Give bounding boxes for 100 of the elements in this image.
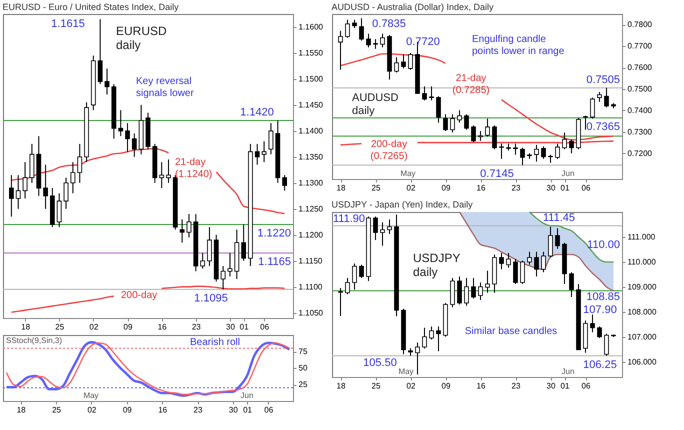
candlestick — [471, 278, 476, 299]
y-tick-label: 1.1550 — [298, 48, 324, 58]
candlestick — [345, 19, 350, 38]
chart-title: USDJPY - Japan (Yen) Index, Daily — [332, 199, 474, 210]
annotation: 105.50 — [363, 357, 397, 369]
candlestick — [159, 162, 164, 189]
candlestick — [118, 110, 124, 137]
candlestick — [132, 133, 137, 158]
candlestick — [597, 92, 602, 102]
annotation: 21-day (0.7285) — [452, 73, 490, 96]
annotation: 0.7835 — [372, 18, 406, 30]
x-tick-label: 06 — [260, 322, 270, 332]
candlestick — [380, 222, 385, 246]
candlestick — [569, 272, 574, 298]
annotation: Jun — [562, 169, 574, 178]
x-tick-label: 01 — [243, 406, 253, 414]
candlestick — [228, 252, 232, 277]
annotation: 110.00 — [587, 239, 620, 251]
candlestick — [56, 192, 62, 228]
x-tick-label: 16 — [476, 184, 486, 192]
annotation: 111.90 — [333, 213, 366, 225]
candlestick — [520, 147, 525, 166]
candlestick — [534, 251, 539, 277]
candlestick — [380, 33, 385, 48]
candlestick — [604, 333, 609, 356]
chart-title: AUDUSD - Australia (Dollar) Index, Daily — [332, 2, 494, 12]
y-tick-label: 1.1300 — [298, 178, 324, 188]
candlestick — [520, 260, 525, 284]
ref-line-label: 1.1220 — [257, 227, 291, 240]
y-tick-label: 50 — [298, 364, 308, 372]
x-tick-label: 18 — [336, 184, 346, 192]
candlestick — [98, 18, 103, 85]
candlestick — [180, 218, 185, 244]
candlestick — [485, 270, 490, 294]
x-tick-label: 02 — [87, 406, 97, 414]
x-tick-label: 09 — [442, 184, 451, 192]
candlestick — [359, 18, 364, 42]
candlestick — [387, 219, 392, 234]
x-tick-label: 23 — [192, 322, 202, 332]
candlestick — [597, 326, 602, 338]
candlestick — [604, 87, 609, 108]
annotation: 107.90 — [583, 304, 617, 316]
y-tick-label: 0.7800 — [628, 20, 653, 30]
annotation: Engulfing candle points lower in range — [472, 34, 565, 57]
candlestick — [125, 122, 130, 152]
candlestick — [30, 143, 34, 184]
annotation: 0.7720 — [406, 36, 440, 48]
y-tick-label: 0.7300 — [628, 127, 653, 136]
y-tick-label: 1.1500 — [298, 74, 324, 84]
x-tick-label: 01 — [560, 382, 570, 390]
y-tick-label: 109.000 — [628, 282, 657, 292]
candlestick — [436, 96, 441, 124]
candlestick — [373, 216, 378, 240]
candlestick — [373, 38, 378, 50]
y-tick-label: 0.7400 — [628, 106, 653, 115]
candlestick — [359, 264, 364, 278]
chart-title: EURUSD - Euro / United States Index, Daily — [2, 2, 180, 12]
annotation: 21-day (1.1240) — [175, 157, 212, 180]
x-tick-label: 16 — [476, 382, 486, 390]
candlestick — [16, 174, 21, 210]
y-tick-label: 0.7200 — [628, 148, 653, 158]
ref-line-label: 1.1420 — [240, 106, 274, 119]
ref-line-label: 0.7505 — [586, 74, 620, 86]
candlestick — [422, 86, 427, 101]
ref-line-label: 1.1095 — [194, 292, 228, 304]
candlestick — [77, 143, 82, 184]
candlestick — [166, 159, 171, 184]
y-tick-label: 1.1350 — [298, 152, 324, 162]
x-tick-label: 09 — [442, 382, 451, 390]
annotation: EURUSD daily — [116, 24, 168, 52]
candlestick — [282, 174, 287, 192]
candlestick — [450, 278, 455, 308]
candlestick — [43, 164, 48, 210]
candlestick — [415, 342, 420, 375]
x-tick-label: 09 — [124, 322, 134, 332]
candlestick — [186, 214, 192, 238]
candlestick — [241, 224, 246, 262]
candlestick — [513, 143, 518, 156]
candlestick — [443, 114, 448, 132]
annotation: Bearish roll — [190, 337, 240, 348]
x-tick-label: 25 — [372, 184, 381, 192]
annotation: 200-day (0.7265) — [370, 139, 408, 162]
y-tick-label: 1.1050 — [298, 308, 324, 318]
candlestick — [408, 52, 413, 70]
x-tick-label: 30 — [546, 382, 556, 390]
candlestick — [338, 30, 343, 70]
ref-line-label: 1.1165 — [258, 256, 291, 268]
x-tick-label: 16 — [158, 322, 168, 332]
candlestick — [548, 226, 553, 258]
y-tick-label: 107.000 — [628, 332, 657, 342]
candlestick — [555, 143, 560, 160]
annotation: Jun — [240, 391, 254, 400]
y-tick-label: 108.000 — [628, 308, 657, 316]
x-tick-label: 30 — [546, 184, 556, 192]
x-tick-label: 06 — [582, 184, 591, 192]
y-tick-label: 1.1100 — [298, 282, 323, 292]
ref-line-label: 0.7145 — [480, 168, 514, 180]
candlestick — [220, 266, 226, 290]
x-tick-label: 18 — [21, 322, 31, 332]
x-tick-label: 25 — [372, 382, 381, 390]
